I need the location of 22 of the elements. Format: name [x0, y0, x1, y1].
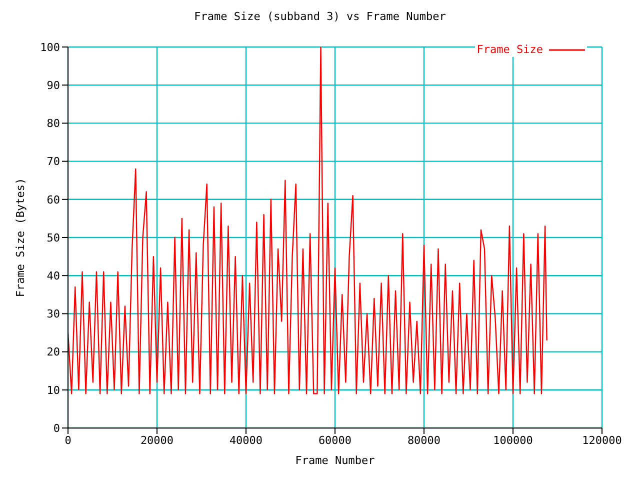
x-tick-label: 100000 — [493, 434, 533, 447]
y-tick-label: 90 — [46, 79, 60, 92]
y-tick-label: 10 — [46, 384, 60, 397]
y-tick-label: 80 — [46, 117, 60, 130]
y-axis-title: Frame Size (Bytes) — [14, 178, 27, 298]
y-tick-label: 60 — [46, 193, 60, 206]
y-tick-label: 100 — [40, 40, 60, 54]
y-tick-label: 30 — [46, 308, 60, 321]
x-tick-label: 120000 — [582, 434, 622, 447]
y-tick-label: 70 — [46, 155, 60, 168]
x-tick-label: 20000 — [140, 434, 174, 447]
y-tick-label: 0 — [53, 422, 60, 435]
x-tick-label: 80000 — [407, 434, 441, 447]
y-tick-label: 40 — [46, 270, 60, 283]
x-tick-label: 40000 — [229, 434, 263, 447]
x-tick-label: 0 — [64, 434, 72, 447]
y-tick-label: 50 — [46, 231, 60, 244]
chart-title: Frame Size (subband 3) vs Frame Number — [193, 9, 447, 25]
legend-label: Frame Size — [476, 43, 543, 56]
x-axis-title: Frame Number — [295, 454, 376, 467]
x-tick-label: 60000 — [318, 434, 352, 447]
y-tick-label: 20 — [46, 346, 60, 359]
